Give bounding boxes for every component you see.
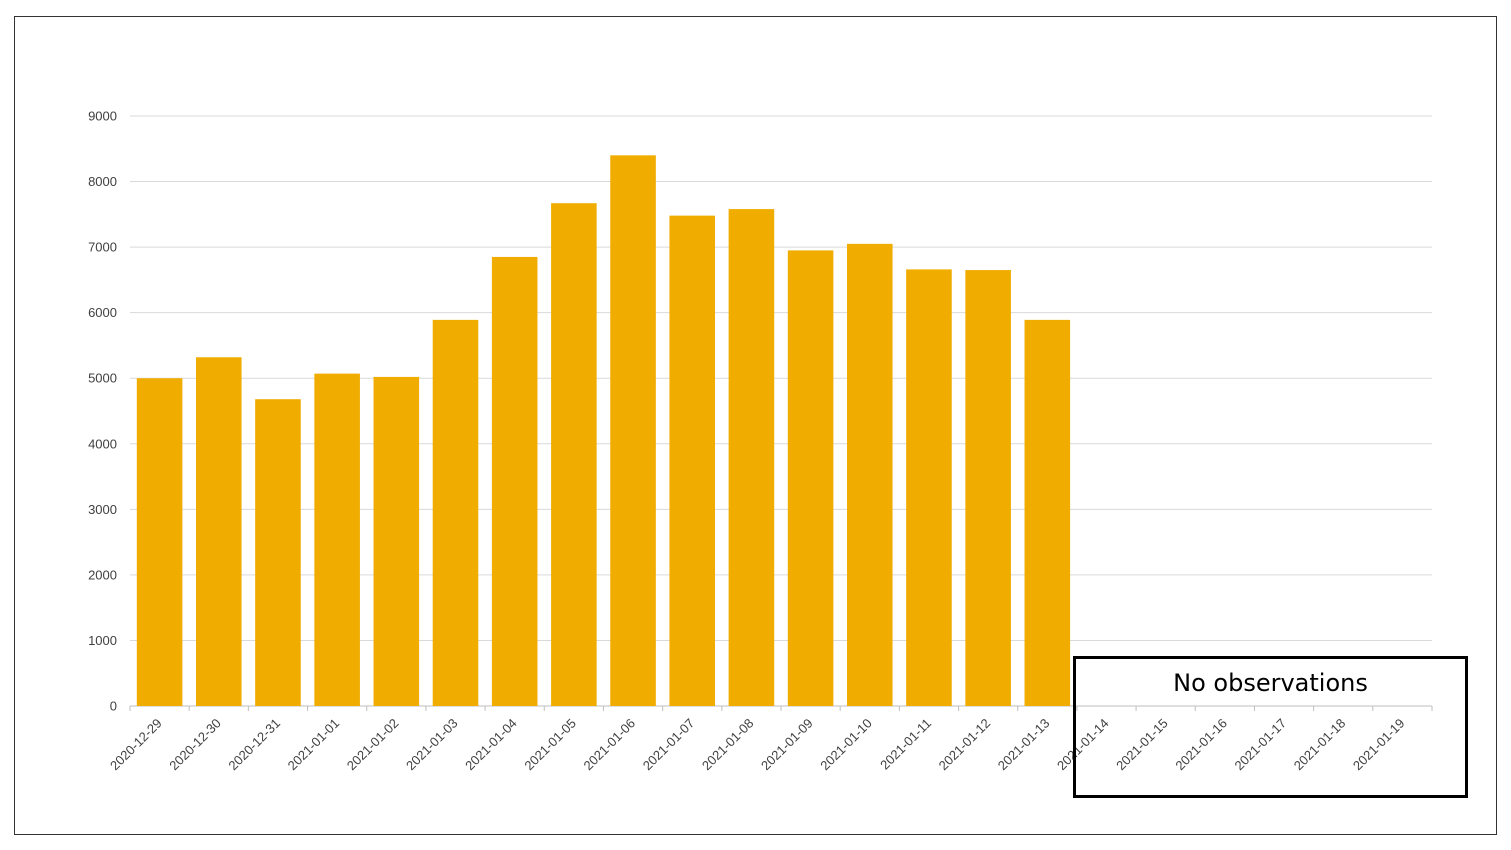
y-tick-label: 5000 <box>88 371 117 386</box>
bar <box>195 357 242 706</box>
x-tick-label: 2021-01-04 <box>462 716 520 774</box>
x-tick-label: 2021-01-12 <box>936 716 994 774</box>
y-tick-label: 1000 <box>88 633 117 648</box>
bar <box>314 373 360 706</box>
x-tick-label: 2021-01-05 <box>521 716 579 774</box>
bar <box>787 250 834 706</box>
x-tick-label: 2021-01-10 <box>817 716 875 774</box>
y-axis-ticks: 0 1000 2000 3000 4000 5000 6000 7000 8000 9000 <box>88 109 117 714</box>
x-tick-label: 2020-12-31 <box>225 716 283 774</box>
bar <box>906 269 952 706</box>
y-tick-label: 4000 <box>88 436 117 451</box>
bar <box>728 209 775 707</box>
y-tick-label: 0 <box>110 699 117 714</box>
y-tick-label: 2000 <box>88 567 117 582</box>
y-tick-label: 6000 <box>88 305 117 320</box>
y-tick-label: 9000 <box>88 109 117 124</box>
x-tick-label: 2020-12-29 <box>107 716 165 774</box>
bar <box>136 378 183 706</box>
bars <box>136 155 1071 707</box>
bar <box>373 376 420 706</box>
bar <box>965 270 1011 706</box>
bar <box>432 319 479 706</box>
y-tick-label: 3000 <box>88 502 117 517</box>
x-tick-label: 2021-01-02 <box>344 716 402 774</box>
bar <box>255 399 301 706</box>
x-tick-label: 2021-01-09 <box>758 716 816 774</box>
x-tick-label: 2020-12-30 <box>166 716 224 774</box>
bar <box>1024 319 1071 706</box>
no-observations-label: No observations <box>1173 669 1368 697</box>
bar <box>669 215 716 706</box>
bar <box>551 203 597 706</box>
y-tick-label: 8000 <box>88 174 117 189</box>
bar <box>491 256 538 706</box>
x-tick-label: 2021-01-11 <box>877 716 934 773</box>
bar <box>846 243 893 707</box>
x-tick-label: 2021-01-03 <box>403 716 461 774</box>
x-tick-label: 2021-01-06 <box>581 716 639 774</box>
x-tick-label: 2021-01-07 <box>640 716 698 774</box>
y-tick-label: 7000 <box>88 240 117 255</box>
x-tick-label: 2021-01-13 <box>995 716 1053 774</box>
no-observations-annotation: No observations <box>1073 656 1468 798</box>
x-tick-label: 2021-01-08 <box>699 716 757 774</box>
x-tick-label: 2021-01-01 <box>285 716 343 774</box>
bar <box>610 155 656 707</box>
